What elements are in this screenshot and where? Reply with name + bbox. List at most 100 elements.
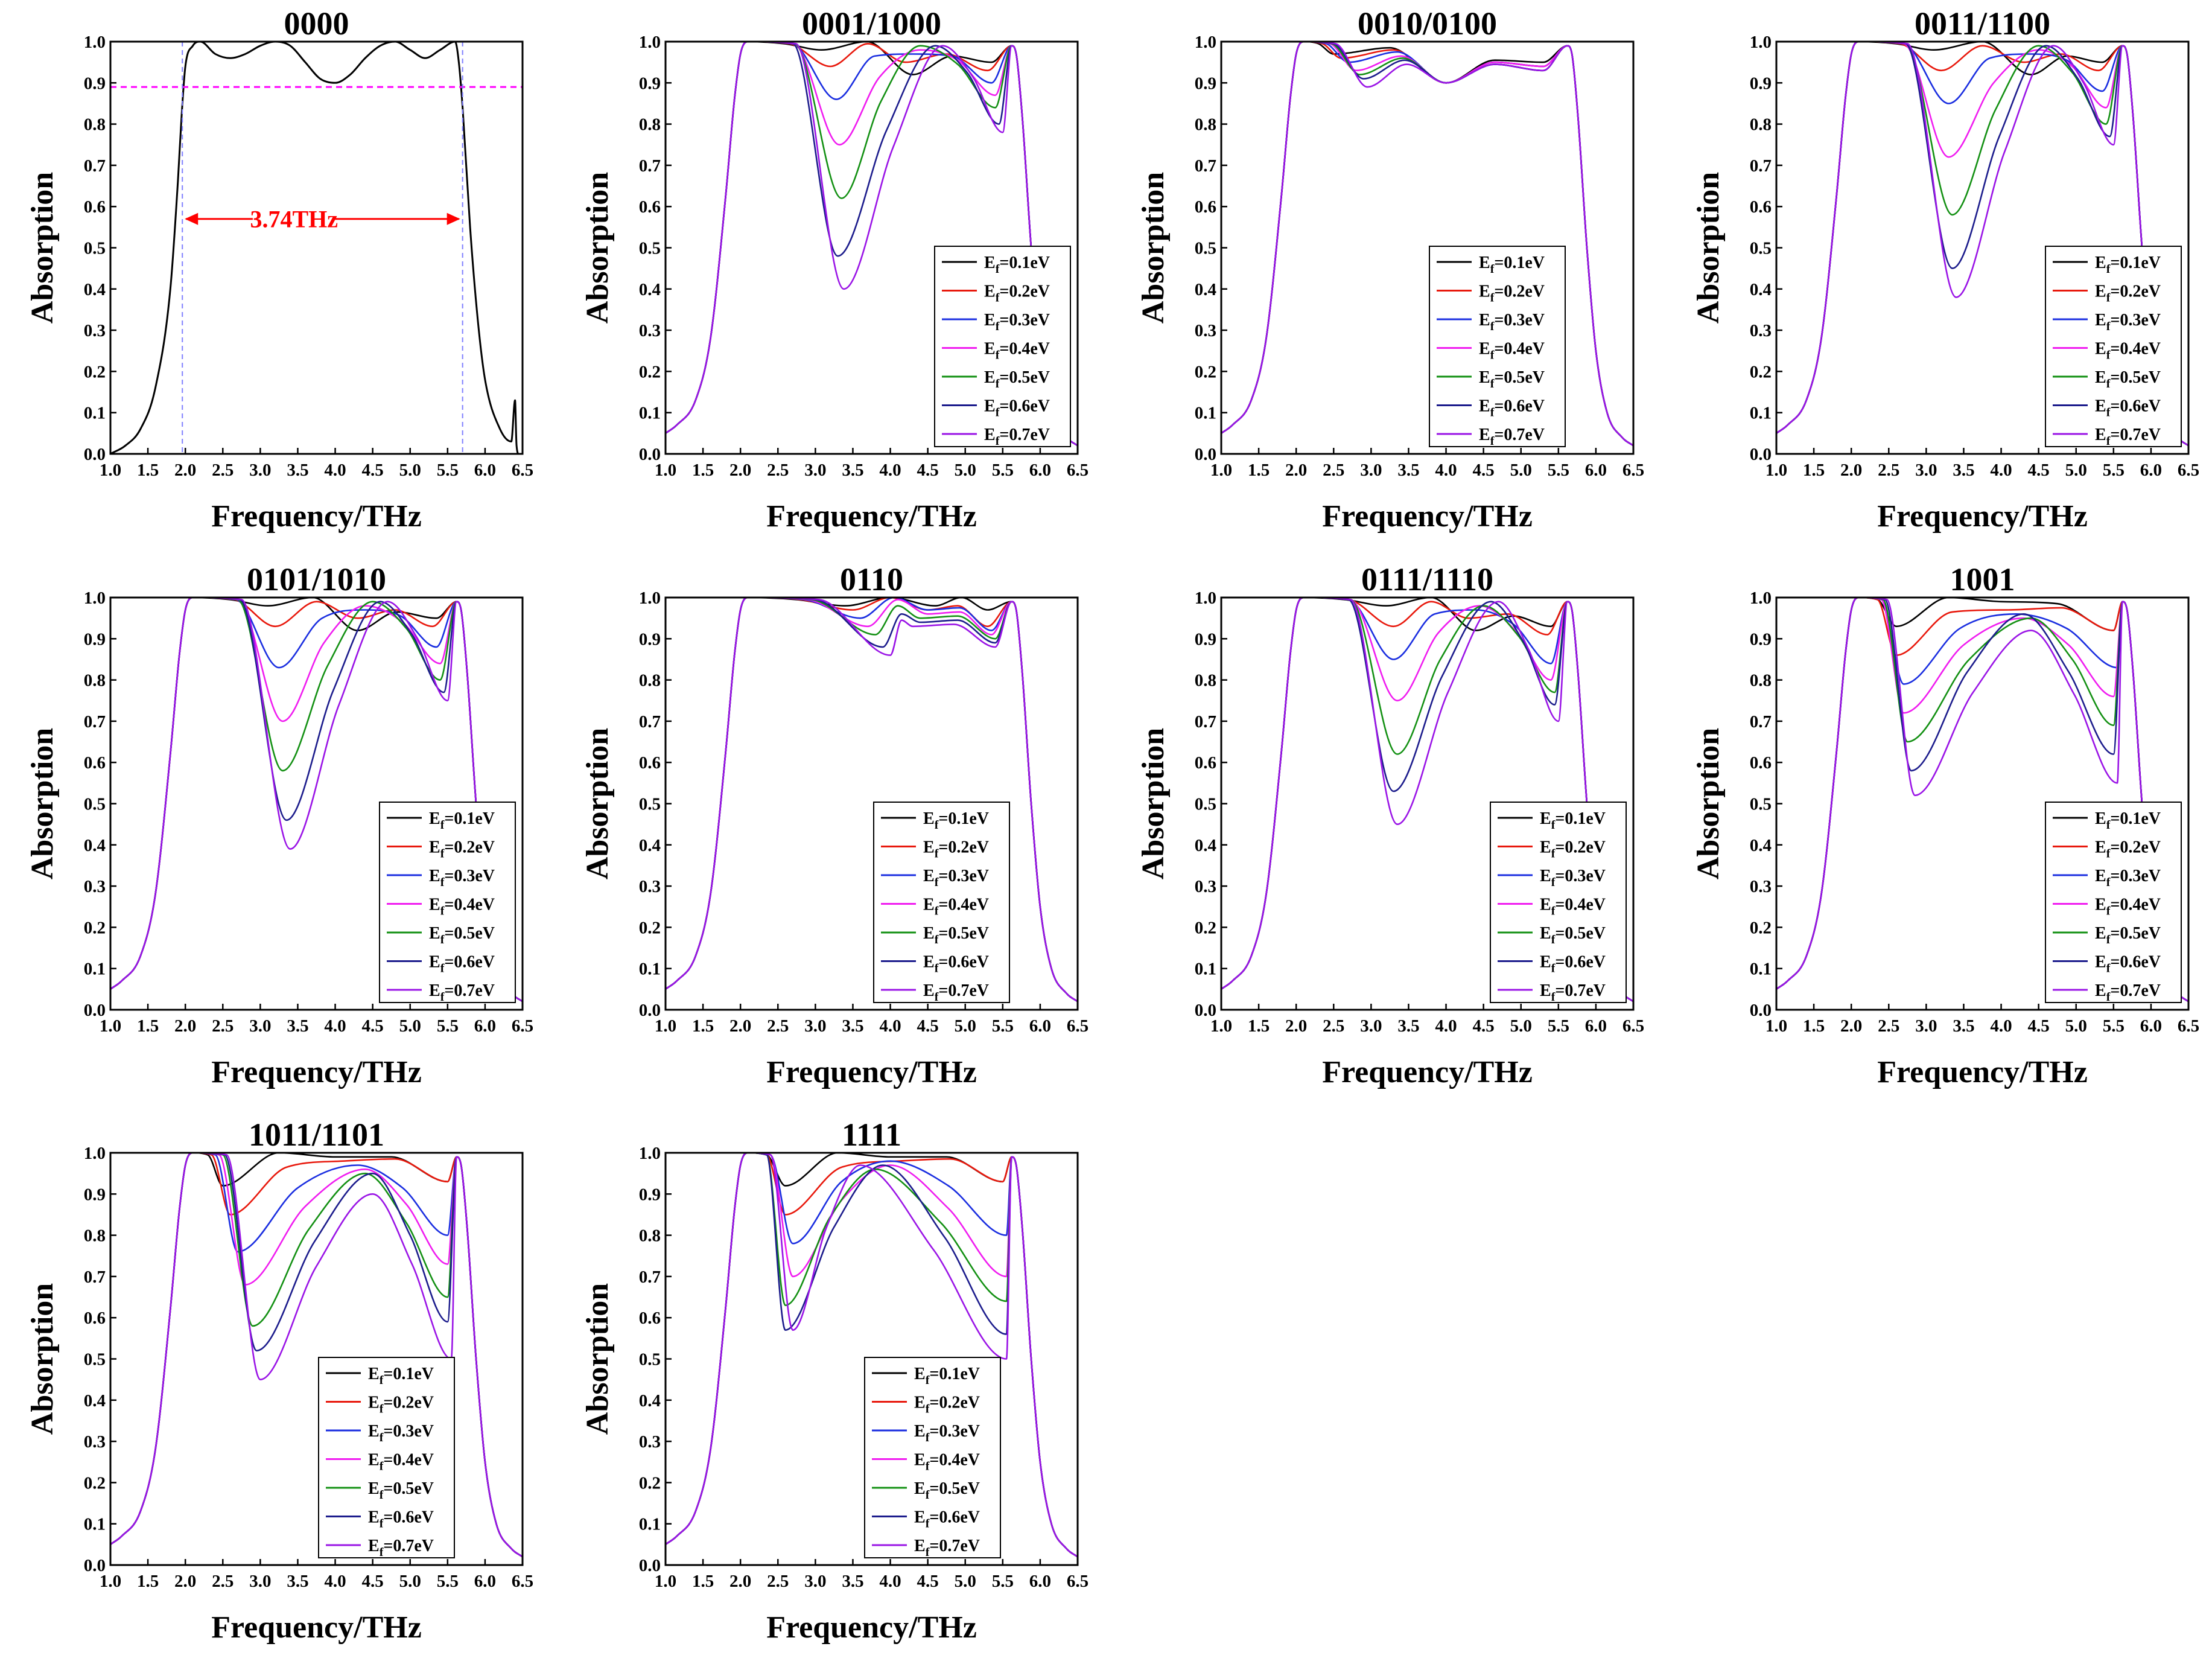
legend-label-value: =0.3eV	[383, 1422, 434, 1441]
x-tick-label: 5.0	[955, 461, 976, 480]
legend-label-sub: f	[926, 1488, 930, 1502]
x-tick-label: 6.5	[2178, 1016, 2199, 1036]
panel-title: 0000	[284, 5, 349, 42]
legend-label-base: E	[368, 1394, 380, 1412]
chart-panel-p0000: 3.74THz 1.0 1.5 2.0 2.5 3.0 3.5 4.0 4.5 5.0 5.5 6.0…	[25, 5, 533, 534]
y-tick-label: 0.8	[1750, 115, 1772, 135]
legend-label-value: =0.3eV	[929, 1422, 980, 1441]
y-tick-label: 0.6	[84, 753, 106, 773]
x-tick-label: 5.5	[2103, 461, 2125, 480]
y-tick-label: 1.0	[1195, 588, 1216, 608]
series-line-ef-07	[1221, 40, 1634, 447]
legend-label-value: =0.2eV	[383, 1394, 434, 1412]
legend-label-value: =0.5eV	[929, 1479, 980, 1498]
legend-label-sub: f	[2106, 435, 2111, 448]
legend-label-value: =0.6eV	[383, 1508, 434, 1527]
legend-label-sub: f	[440, 876, 445, 889]
legend-label-sub: f	[1490, 377, 1495, 391]
legend-label-sub: f	[2106, 905, 2111, 918]
x-tick-label: 4.0	[324, 461, 346, 480]
legend-label-ef-06: Ef=0.6eV	[1479, 397, 1545, 419]
y-tick-label: 0.0	[639, 1556, 661, 1575]
legend-label-ef-03: Ef=0.3eV	[368, 1422, 434, 1444]
y-axis-label: Absorption	[580, 1283, 615, 1435]
legend-label-value: =0.2eV	[929, 1394, 980, 1412]
panel-title: 0011/1100	[1915, 5, 2050, 42]
x-tick-label: 4.5	[917, 461, 939, 480]
y-tick-label: 0.6	[1750, 753, 1772, 773]
legend-label-ef-07: Ef=0.7eV	[914, 1537, 980, 1559]
y-tick-label: 0.3	[1750, 321, 1772, 340]
bandwidth-arrowhead-right	[447, 212, 460, 225]
x-tick-label: 5.5	[1548, 1016, 1569, 1036]
panel-title: 0101/1010	[247, 561, 386, 598]
legend: Ef=0.1eVEf=0.2eVEf=0.3eVEf=0.4eVEf=0.5eV…	[1429, 246, 1566, 448]
legend-box	[379, 802, 516, 1003]
series-line-ef-04	[665, 596, 1078, 1003]
legend-label-sub: f	[440, 905, 445, 918]
chart-panel-p1111: 1.0 1.5 2.0 2.5 3.0 3.5 4.0 4.5 5.0 5.5 6.0 6.5 0.0 0…	[580, 1117, 1089, 1645]
legend-label-base: E	[2095, 397, 2106, 416]
chart-panel-p0111: 1.0 1.5 2.0 2.5 3.0 3.5 4.0 4.5 5.0 5.5 6.0 6.5 0.0 0…	[1136, 561, 1644, 1089]
y-tick-label: 1.0	[1750, 588, 1772, 608]
legend-label-value: =0.6eV	[1555, 953, 1606, 972]
x-tick-label: 6.5	[512, 1016, 533, 1036]
legend-label-base: E	[1479, 253, 1490, 272]
y-tick-label: 0.5	[1750, 795, 1772, 814]
x-tick-label: 1.0	[100, 1016, 121, 1036]
y-tick-label: 0.6	[84, 197, 106, 217]
legend-label-sub: f	[2106, 933, 2111, 946]
x-tick-label: 5.0	[2065, 461, 2087, 480]
legend-label-sub: f	[380, 1460, 384, 1473]
x-tick-label: 4.0	[1435, 1016, 1457, 1036]
y-tick-label: 0.8	[84, 671, 106, 690]
y-tick-label: 0.3	[1750, 877, 1772, 896]
legend-label-ef-06: Ef=0.6eV	[2095, 397, 2161, 419]
legend-label-value: =0.5eV	[2110, 368, 2161, 387]
y-tick-label: 0.4	[84, 1391, 106, 1411]
legend-label-base: E	[2095, 282, 2106, 301]
legend-label-sub: f	[440, 962, 445, 975]
legend: Ef=0.1eVEf=0.2eVEf=0.3eVEf=0.4eVEf=0.5eV…	[318, 1357, 455, 1559]
legend-box	[2045, 246, 2182, 447]
legend-label-sub: f	[380, 1517, 384, 1531]
x-tick-label: 4.5	[917, 1016, 939, 1036]
y-tick-label: 0.8	[1750, 671, 1772, 690]
legend-label-ef-04: Ef=0.4eV	[1479, 340, 1545, 362]
legend-label-ef-03: Ef=0.3eV	[914, 1422, 980, 1444]
y-tick-label: 0.6	[639, 753, 661, 773]
legend-label-sub: f	[996, 377, 1000, 391]
chart-panel-p1011: 1.0 1.5 2.0 2.5 3.0 3.5 4.0 4.5 5.0 5.5 6.0 6.5 0.0 0…	[25, 1117, 533, 1645]
legend-label-base: E	[923, 896, 935, 914]
panel-title: 1001	[1950, 561, 2015, 598]
x-tick-label: 1.0	[655, 1572, 676, 1591]
x-tick-label: 4.5	[1473, 461, 1495, 480]
y-tick-label: 0.7	[1195, 156, 1216, 176]
y-tick-label: 0.0	[1195, 1001, 1216, 1020]
legend-label-ef-02: Ef=0.2eV	[984, 282, 1050, 305]
legend-label-ef-02: Ef=0.2eV	[923, 838, 989, 861]
y-tick-label: 0.1	[1750, 404, 1772, 423]
legend-label-base: E	[923, 838, 935, 857]
y-tick-label: 0.7	[639, 156, 661, 176]
legend-label-sub: f	[380, 1374, 384, 1387]
y-axis-label: Absorption	[1136, 172, 1171, 324]
legend-label-sub: f	[2106, 406, 2111, 419]
legend-label-base: E	[2095, 426, 2106, 444]
legend-label-base: E	[2095, 809, 2106, 828]
legend-label-value: =0.4eV	[999, 340, 1050, 359]
legend-label-base: E	[1540, 981, 1551, 1000]
x-tick-label: 3.5	[287, 461, 308, 480]
x-tick-label: 6.5	[2178, 461, 2199, 480]
legend-label-ef-02: Ef=0.2eV	[1479, 282, 1545, 305]
legend-label-base: E	[429, 981, 440, 1000]
legend-label-value: =0.4eV	[383, 1451, 434, 1470]
y-tick-label: 0.7	[639, 1267, 661, 1287]
legend-label-value: =0.1eV	[444, 809, 495, 828]
series-line-ef-01	[110, 1152, 523, 1558]
legend-label-ef-06: Ef=0.6eV	[914, 1508, 980, 1531]
legend-label-base: E	[984, 253, 996, 272]
legend-label-base: E	[923, 809, 935, 828]
y-tick-label: 0.0	[84, 1001, 106, 1020]
legend-label-sub: f	[2106, 876, 2111, 889]
